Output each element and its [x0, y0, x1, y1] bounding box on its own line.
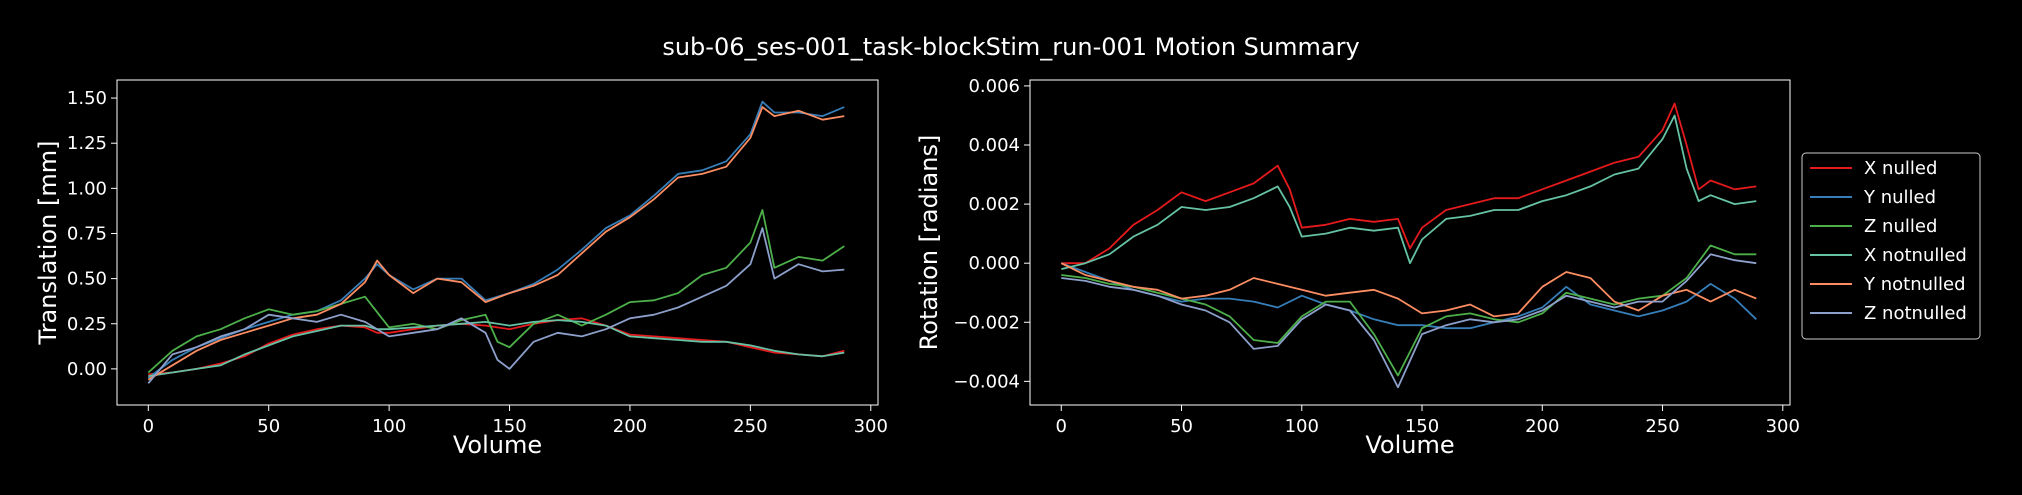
figure-title: sub-06_ses-001_task-blockStim_run-001 Mo… [662, 33, 1359, 61]
series-line-x-nulled [1061, 102, 1757, 265]
y-tick-label: 0.002 [968, 194, 1020, 215]
x-axis-label: Volume [1365, 431, 1454, 459]
x-tick-label: 150 [492, 416, 526, 437]
y-tick-label: 1.00 [67, 178, 107, 199]
series-line-y-notnulled [1060, 262, 1757, 318]
x-tick-label: 200 [613, 416, 647, 437]
y-tick-label: 0.75 [67, 223, 107, 244]
legend: X nulled Y nulled Z nulled X notnulled Y not… [1801, 152, 1981, 340]
y-tick-label: 1.25 [67, 133, 107, 154]
series-line-y-notnulled [147, 106, 845, 381]
x-tick-label: 250 [1645, 416, 1679, 437]
x-tick-label: 100 [372, 416, 406, 437]
plot-panels: 0 50 100 150 200 250 300 0.00 0.25 0.50 0.75 1.00 1.… [34, 76, 1800, 459]
x-tick-label: 0 [1056, 416, 1067, 437]
legend-label-y-nulled: Y nulled [1863, 187, 1936, 208]
legend-label-x-nulled: X nulled [1864, 158, 1937, 179]
axes-frame [1029, 79, 1791, 406]
x-tick-label: 300 [1766, 416, 1800, 437]
y-tick-label: −0.002 [953, 312, 1020, 333]
x-axis-label: Volume [453, 431, 542, 459]
series-line-x-notnulled [1061, 114, 1757, 270]
x-tick-label: 50 [1170, 416, 1193, 437]
y-tick-label: 0.25 [67, 314, 107, 335]
y-tick-label: 0.00 [67, 359, 107, 380]
axes-frame [116, 79, 879, 406]
y-axis-label: Translation [mm] [34, 141, 62, 346]
series-line-z-notnulled [1061, 253, 1757, 389]
plot-panel-2: 0 50 100 150 200 250 300 −0.004 −0.002 0.000 0.002… [915, 76, 1800, 459]
series-line-z-notnulled [147, 227, 845, 384]
legend-label-x-notnulled: X notnulled [1864, 245, 1967, 266]
x-tick-label: 100 [1285, 416, 1319, 437]
y-tick-label: 0.004 [968, 135, 1020, 156]
plot-panel-1: 0 50 100 150 200 250 300 0.00 0.25 0.50 0.75 1.00 1.… [34, 79, 888, 459]
legend-label-z-nulled: Z nulled [1864, 216, 1937, 237]
x-tick-label: 250 [733, 416, 767, 437]
x-tick-label: 50 [257, 416, 280, 437]
y-tick-label: 0.006 [968, 76, 1020, 97]
y-tick-label: 0.50 [67, 269, 107, 290]
x-tick-label: 0 [143, 416, 154, 437]
series-line-y-nulled [1060, 262, 1757, 330]
x-tick-label: 200 [1525, 416, 1559, 437]
y-tick-label: −0.004 [953, 371, 1020, 392]
series-line-z-nulled [147, 209, 845, 374]
x-tick-label: 300 [854, 416, 888, 437]
legend-label-y-notnulled: Y notnulled [1863, 274, 1966, 295]
legend-box [1801, 152, 1981, 340]
series-line-x-notnulled [148, 319, 845, 377]
y-tick-label: 1.50 [67, 88, 107, 109]
y-tick-label: 0.000 [968, 253, 1020, 274]
legend-label-z-notnulled: Z notnulled [1864, 303, 1967, 324]
y-axis-label: Rotation [radians] [915, 135, 943, 351]
x-tick-label: 150 [1405, 416, 1439, 437]
